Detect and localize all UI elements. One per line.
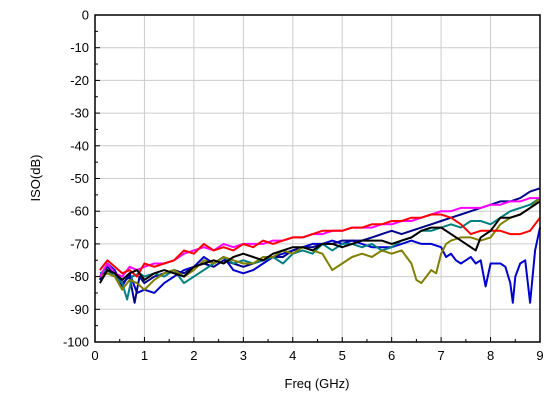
series-line-2 bbox=[99, 187, 541, 304]
x-tick-label: 4 bbox=[289, 348, 296, 363]
y-axis-title: ISO(dB) bbox=[28, 155, 43, 202]
x-tick-label: 9 bbox=[536, 348, 543, 363]
x-axis-title: Freq (GHz) bbox=[285, 376, 350, 391]
x-tick-label: 6 bbox=[388, 348, 395, 363]
x-tick-label: 3 bbox=[240, 348, 247, 363]
y-tick-label: -10 bbox=[70, 40, 89, 55]
y-tick-label: 0 bbox=[82, 8, 89, 23]
x-tick-label: 5 bbox=[339, 348, 346, 363]
y-tick-label: -100 bbox=[63, 335, 89, 350]
axis-ticks: 0 1 2 3 4 5 6 7 8 9 0 -10 -20 -30 -40 -50 -60 -70 -80 -90 -1… bbox=[63, 8, 544, 364]
x-tick-label: 8 bbox=[487, 348, 494, 363]
y-tick-label: -40 bbox=[70, 138, 89, 153]
x-tick-label: 1 bbox=[141, 348, 148, 363]
y-tick-label: -70 bbox=[70, 236, 89, 251]
x-tick-label: 0 bbox=[91, 348, 98, 363]
y-tick-label: -30 bbox=[70, 106, 89, 121]
series-line-7 bbox=[99, 200, 541, 284]
series-line-6 bbox=[99, 213, 541, 278]
y-tick-label: -80 bbox=[70, 269, 89, 284]
series-lines bbox=[98, 187, 541, 304]
x-tick-label: 2 bbox=[190, 348, 197, 363]
x-tick-label: 7 bbox=[437, 348, 444, 363]
y-tick-label: -20 bbox=[70, 73, 89, 88]
y-tick-label: -60 bbox=[70, 204, 89, 219]
y-tick-label: -90 bbox=[70, 302, 89, 317]
y-tick-label: -50 bbox=[70, 171, 89, 186]
